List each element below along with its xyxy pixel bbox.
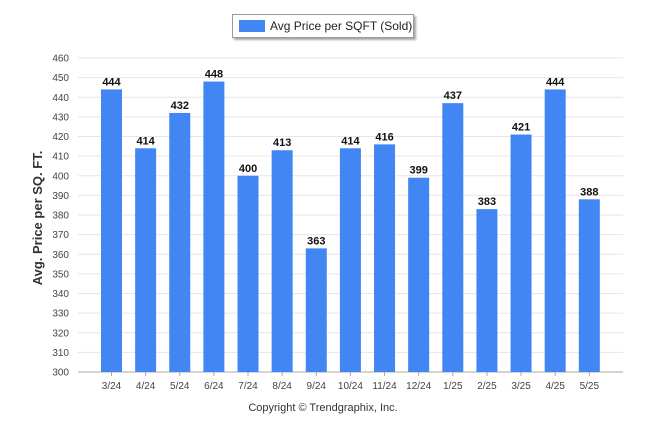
- x-tick-label: 4/25: [545, 381, 565, 392]
- y-tick-label: 320: [52, 328, 69, 339]
- x-tick-label: 5/25: [580, 381, 600, 392]
- y-tick-label: 400: [52, 171, 69, 182]
- y-tick-label: 360: [52, 250, 69, 261]
- copyright-footer: Copyright © Trendgraphix, Inc.: [248, 402, 398, 414]
- bar: [203, 81, 225, 373]
- bar: [442, 103, 464, 372]
- y-tick-label: 440: [52, 93, 69, 104]
- x-tick-label: 11/24: [372, 381, 397, 392]
- x-tick-label: 1/25: [443, 381, 463, 392]
- data-label: 399: [409, 165, 427, 177]
- y-tick-label: 380: [52, 211, 69, 222]
- y-tick-label: 330: [52, 309, 69, 320]
- y-tick-label: 310: [52, 348, 69, 359]
- x-tick-label: 3/24: [102, 381, 122, 392]
- bars: [101, 81, 600, 373]
- x-tick-label: 2/25: [477, 381, 497, 392]
- bar: [408, 177, 430, 372]
- data-label: 444: [546, 76, 565, 88]
- y-tick-label: 390: [52, 191, 69, 202]
- legend-swatch: [239, 20, 265, 32]
- data-label: 437: [444, 90, 462, 102]
- y-tick-label: 410: [52, 152, 69, 163]
- y-tick-labels: 300 310 320 330 340 350 360 370 380 390 400 410 420 4…: [52, 54, 69, 379]
- data-label: 414: [136, 135, 155, 147]
- data-label: 413: [273, 137, 291, 149]
- data-label: 414: [341, 135, 360, 147]
- y-tick-label: 300: [52, 368, 69, 379]
- bar: [101, 89, 122, 373]
- x-tick-label: 6/24: [204, 381, 224, 392]
- x-tick-labels: 3/24 4/24 5/24 6/24 7/24 8/24 9/24 10/24 11/24 12…: [102, 372, 600, 392]
- data-label: 400: [239, 163, 257, 175]
- x-tick-label: 10/24: [338, 381, 363, 392]
- legend-label: Avg Price per SQFT (Sold): [270, 19, 413, 33]
- data-label: 383: [478, 196, 496, 208]
- data-label: 448: [205, 69, 223, 81]
- bar: [510, 134, 532, 372]
- x-tick-label: 3/25: [511, 381, 531, 392]
- bar: [237, 175, 259, 372]
- x-tick-label: 4/24: [136, 381, 156, 392]
- data-label: 363: [307, 235, 325, 247]
- bar: [169, 112, 191, 372]
- x-tick-label: 5/24: [170, 381, 190, 392]
- bar: [374, 144, 396, 372]
- data-label: 388: [580, 186, 598, 198]
- y-tick-label: 460: [52, 54, 69, 65]
- x-tick-label: 12/24: [406, 381, 431, 392]
- y-tick-label: 340: [52, 289, 69, 300]
- y-tick-label: 370: [52, 230, 69, 241]
- data-label: 432: [171, 100, 189, 112]
- data-labels: 444 414 432 448 400 413 363 414 416 399 437 383 421 4…: [102, 69, 598, 248]
- bar: [544, 89, 566, 373]
- bar: [305, 248, 327, 372]
- bar: [578, 199, 600, 372]
- y-tick-label: 420: [52, 132, 69, 143]
- y-tick-label: 450: [52, 73, 69, 84]
- data-label: 421: [512, 122, 530, 134]
- y-tick-label: 350: [52, 269, 69, 280]
- bar: [271, 150, 293, 372]
- y-axis-title: Avg. Price per SQ. FT.: [30, 151, 45, 286]
- bar: [476, 209, 498, 372]
- x-tick-label: 9/24: [307, 381, 327, 392]
- data-label: 444: [102, 76, 121, 88]
- data-label: 416: [375, 131, 393, 143]
- x-tick-label: 8/24: [272, 381, 292, 392]
- legend: Avg Price per SQFT (Sold): [232, 14, 414, 38]
- x-tick-label: 7/24: [238, 381, 258, 392]
- bar: [135, 148, 157, 372]
- bar: [339, 148, 361, 372]
- y-tick-label: 430: [52, 112, 69, 123]
